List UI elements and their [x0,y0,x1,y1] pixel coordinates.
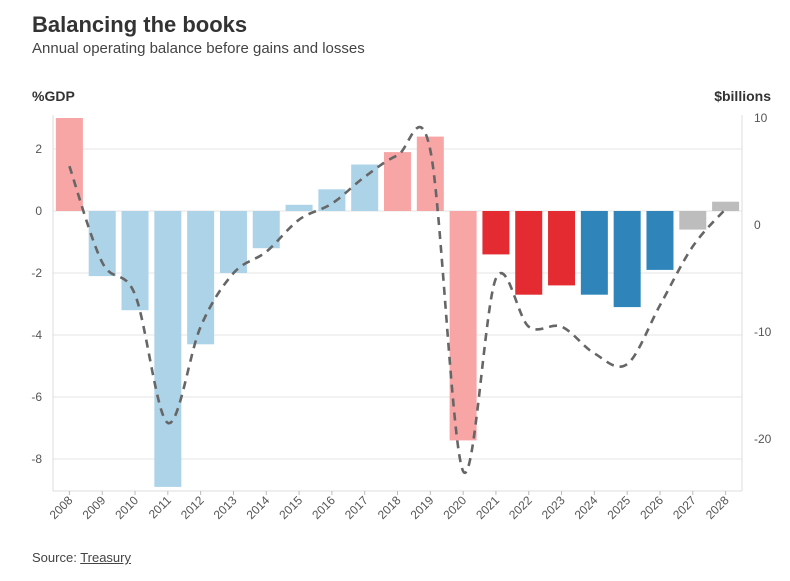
dashed-line [68,126,727,475]
bar [285,204,313,211]
bar [515,211,543,295]
x-tick-label: 2016 [309,493,338,522]
bar [252,211,280,249]
x-tick-label: 2013 [211,493,240,522]
y-tick-label: -2 [31,266,42,280]
bar [679,211,707,230]
y-tick-label: 2 [35,142,42,156]
x-tick-label: 2028 [703,493,732,522]
bar [712,201,740,211]
x-tick-label: 2008 [47,493,76,522]
bar [351,164,379,211]
x-tick-label: 2010 [112,493,141,522]
chart-subtitle: Annual operating balance before gains an… [32,40,365,57]
x-tick-label: 2026 [637,493,666,522]
x-tick-label: 2025 [605,493,634,522]
x-tick-label: 2022 [506,493,535,522]
x-tick-label: 2024 [572,493,601,522]
source-link[interactable]: Treasury [80,550,131,565]
axes [52,115,743,495]
y-tick-label: -6 [31,390,42,404]
x-tick-label: 2018 [375,493,404,522]
bar [154,211,182,487]
bar [219,211,247,273]
x-tick-label: 2021 [473,493,502,522]
y2-tick-label: 10 [754,111,768,125]
x-tick-label: 2015 [276,493,305,522]
y2-tick-label: -10 [754,325,772,339]
chart-title: Balancing the books [32,12,248,37]
x-tick-label: 2011 [146,493,174,521]
bar [646,211,674,270]
x-tick-label: 2009 [80,493,109,522]
bar [318,189,346,211]
x-tick-label: 2023 [539,493,568,522]
bar [187,211,215,345]
x-tick-label: 2017 [342,493,371,522]
x-tick-label: 2014 [244,493,273,522]
bar [580,211,608,295]
y2-tick-label: -20 [754,432,772,446]
left-axis-title: %GDP [32,88,75,104]
dashed-line-path [68,126,727,475]
bar [88,211,116,277]
x-tick-label: 2020 [440,493,469,522]
y2-tick-label: 0 [754,218,761,232]
x-tick-label: 2027 [670,493,699,522]
right-axis-title: $billions [714,88,771,104]
bar [548,211,576,286]
x-tick-label: 2012 [178,493,207,522]
x-tick-label: 2019 [408,493,437,522]
source-label: Source: [32,550,81,565]
bars [55,118,740,487]
y-tick-label: -4 [31,328,42,342]
bar [384,152,411,211]
y-tick-label: -8 [31,452,42,466]
bar [482,211,510,255]
y-tick-label: 0 [35,204,42,218]
source-note: Source: Treasury [32,550,131,565]
bar [613,211,641,308]
bar [121,211,149,311]
